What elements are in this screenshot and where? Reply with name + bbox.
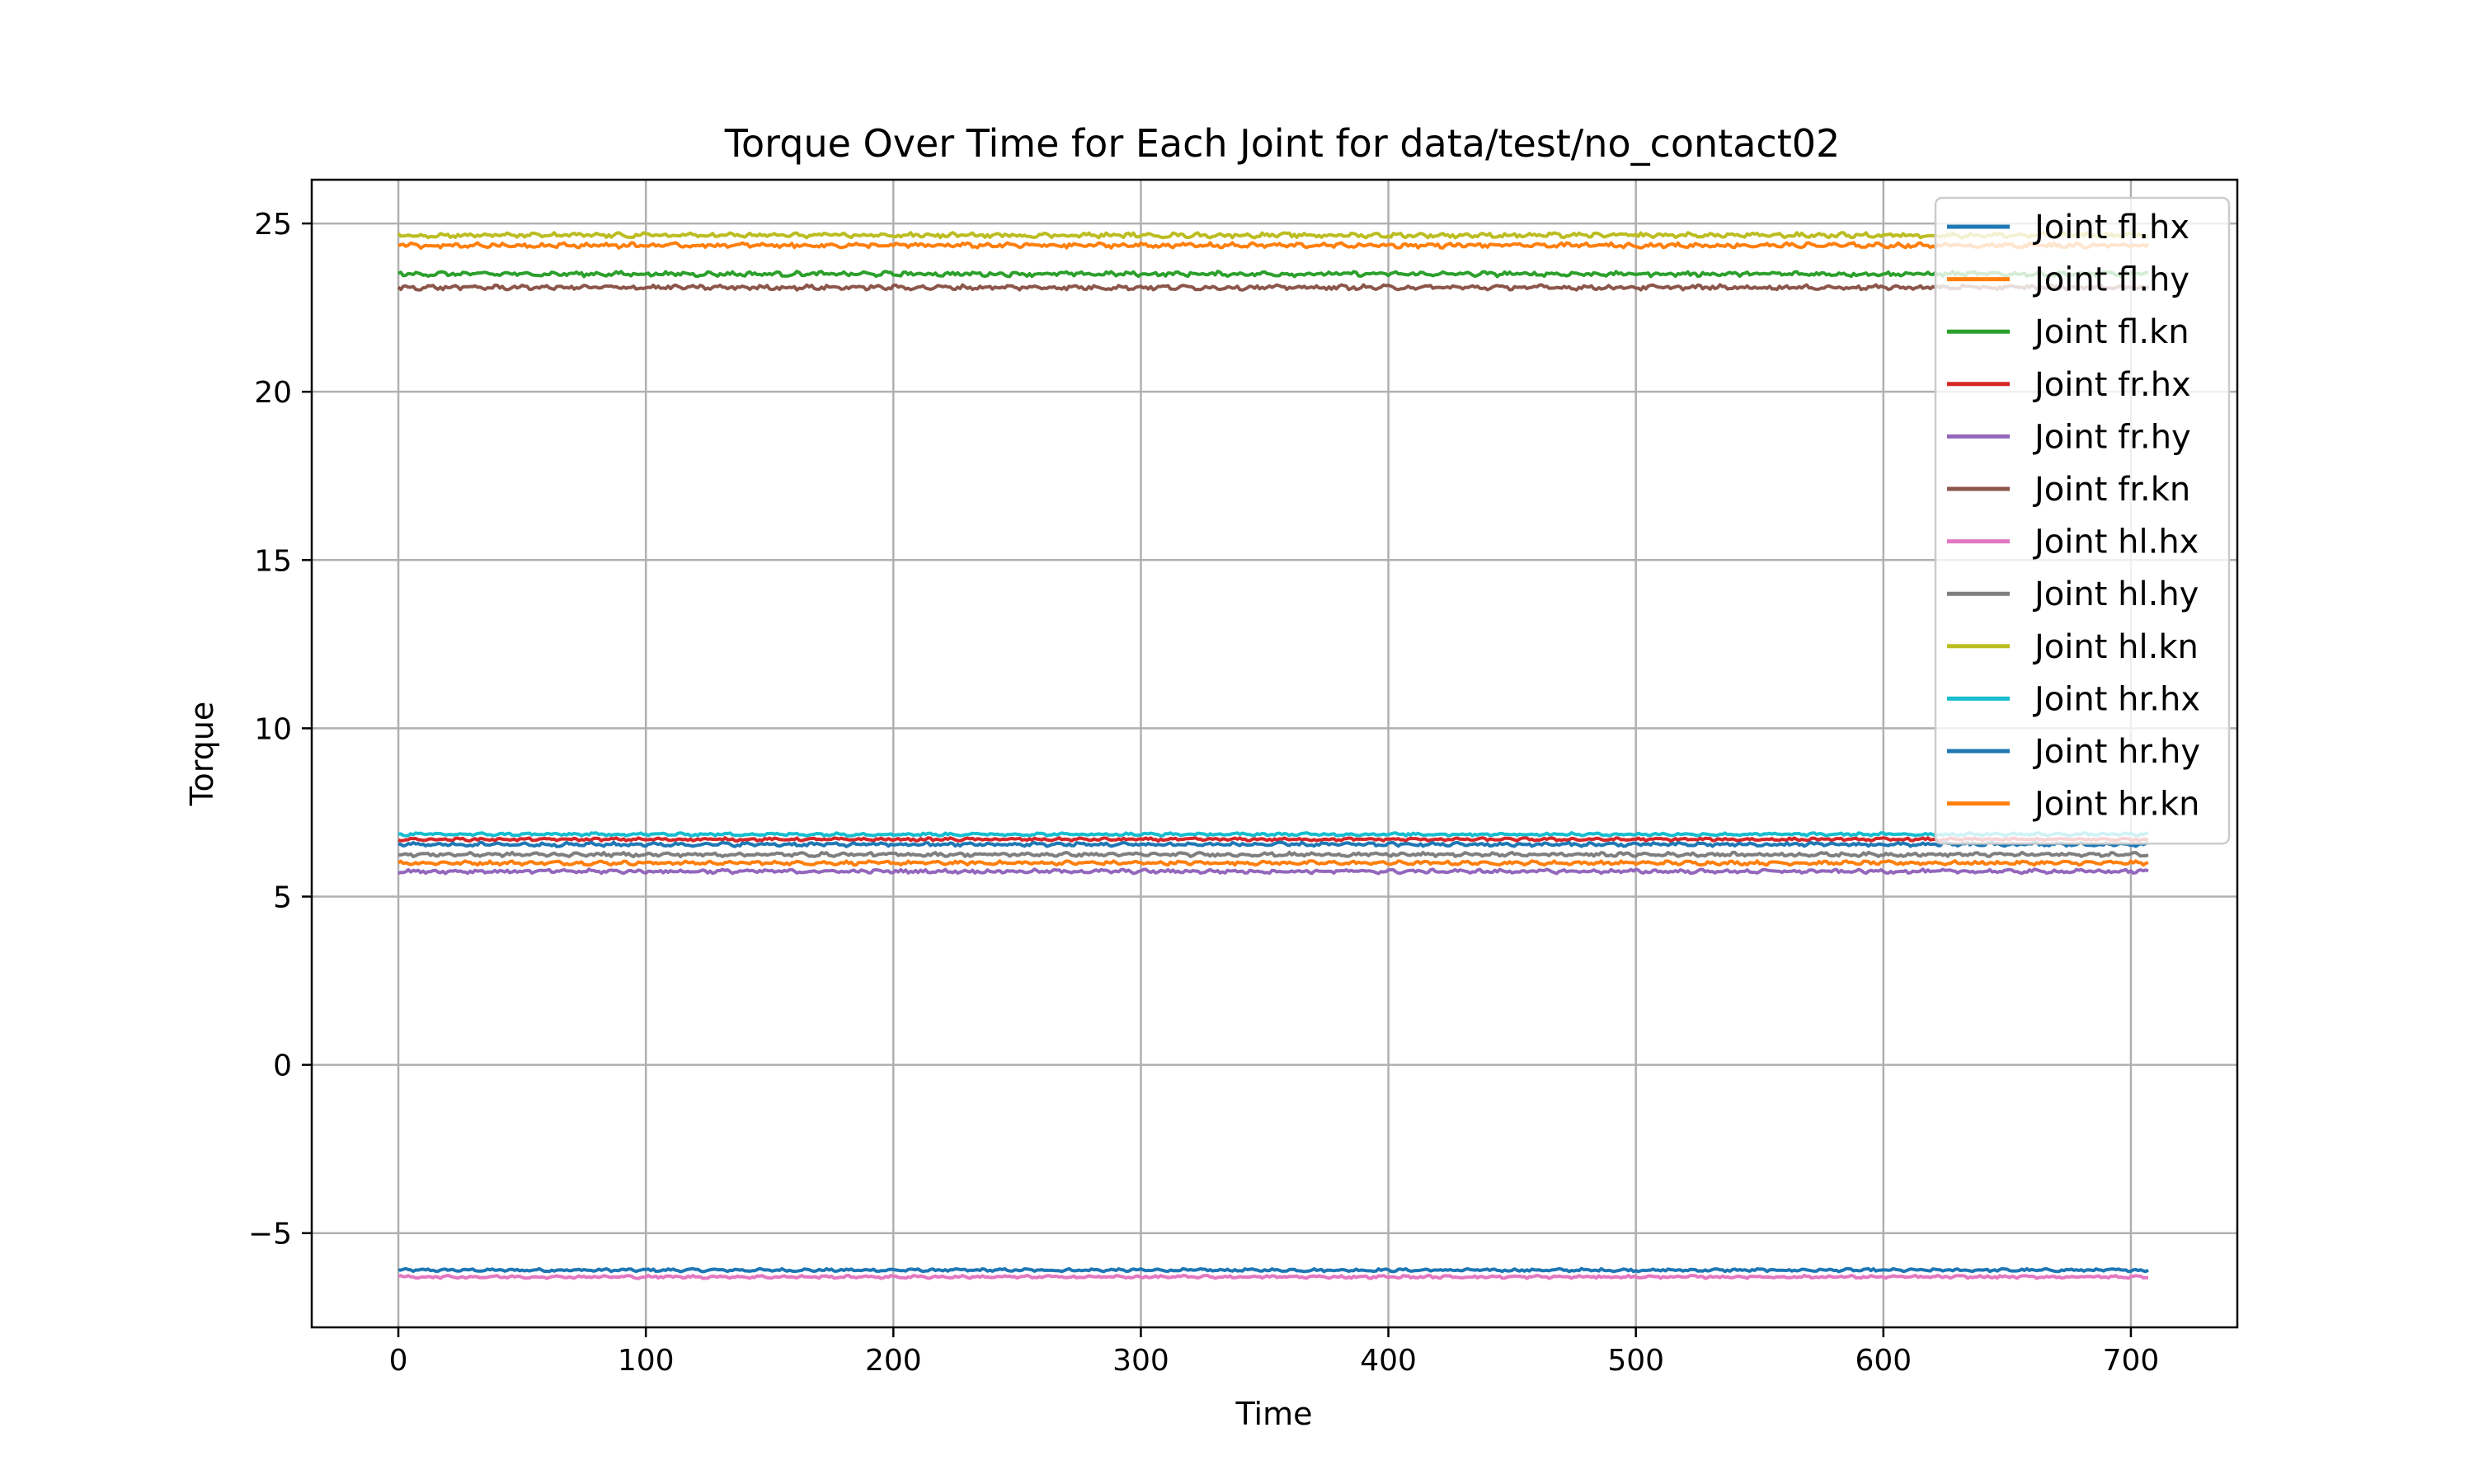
plot-frame: [310, 178, 2239, 1329]
series-line-10: [397, 840, 2149, 848]
tick-layer: 0 100 200 300 400 500 600 700 −5 0 5 10 15 20 25: [248, 208, 2159, 1378]
y-tick-label: 5: [273, 881, 292, 914]
chart-title: Torque Over Time for Each Joint for data…: [724, 121, 1841, 166]
series-line-4: [397, 867, 2149, 876]
y-tick-label: −5: [248, 1218, 292, 1252]
legend-label: Joint hr.hy: [2032, 733, 2200, 771]
x-tick-label: 100: [618, 1344, 675, 1378]
legend-label: Joint hr.hx: [2032, 680, 2200, 718]
legend-label: Joint fl.hy: [2032, 261, 2189, 299]
x-tick-label: 200: [865, 1344, 922, 1378]
series-line-7: [397, 850, 2149, 858]
legend-label: Joint fl.kn: [2032, 313, 2189, 351]
x-tick-label: 0: [389, 1344, 408, 1378]
legend: Joint fl.hx Joint fl.hy Joint fl.kn Joint f…: [1934, 196, 2231, 845]
x-tick-label: 600: [1855, 1344, 1912, 1378]
series-line-9: [397, 831, 2149, 838]
series-line-1: [397, 859, 2149, 867]
legend-label: Joint fr.hx: [2032, 366, 2191, 404]
series-line-8: [397, 231, 2149, 240]
y-tick-label: 15: [254, 544, 292, 578]
y-tick-label: 20: [254, 376, 292, 410]
x-axis-label: Time: [1235, 1396, 1313, 1432]
legend-label: Joint fl.hx: [2032, 209, 2189, 247]
y-tick-label: 0: [273, 1050, 292, 1083]
legend-box: [1934, 196, 2231, 845]
legend-label: Joint fr.kn: [2032, 471, 2190, 509]
series-line-2: [397, 270, 2148, 279]
x-tick-label: 700: [2103, 1344, 2160, 1378]
series-layer: [397, 231, 2150, 1280]
series-line-3: [397, 836, 2149, 843]
series-line-11: [397, 241, 2150, 250]
y-axis-label: Torque: [184, 702, 220, 807]
x-tick-label: 300: [1112, 1344, 1169, 1378]
y-tick-label: 10: [254, 712, 292, 746]
legend-label: Joint hl.kn: [2032, 628, 2199, 666]
series-line-5: [397, 283, 2150, 292]
x-tick-label: 500: [1607, 1344, 1664, 1378]
legend-label: Joint hl.hx: [2032, 524, 2199, 561]
y-tick-label: 25: [254, 208, 292, 242]
legend-label: Joint hr.kn: [2032, 786, 2200, 824]
legend-label: Joint hl.hy: [2032, 575, 2199, 613]
series-line-0: [397, 1266, 2149, 1274]
legend-label: Joint fr.hy: [2032, 418, 2191, 456]
x-tick-label: 400: [1360, 1344, 1417, 1378]
series-line-6: [397, 1273, 2148, 1280]
